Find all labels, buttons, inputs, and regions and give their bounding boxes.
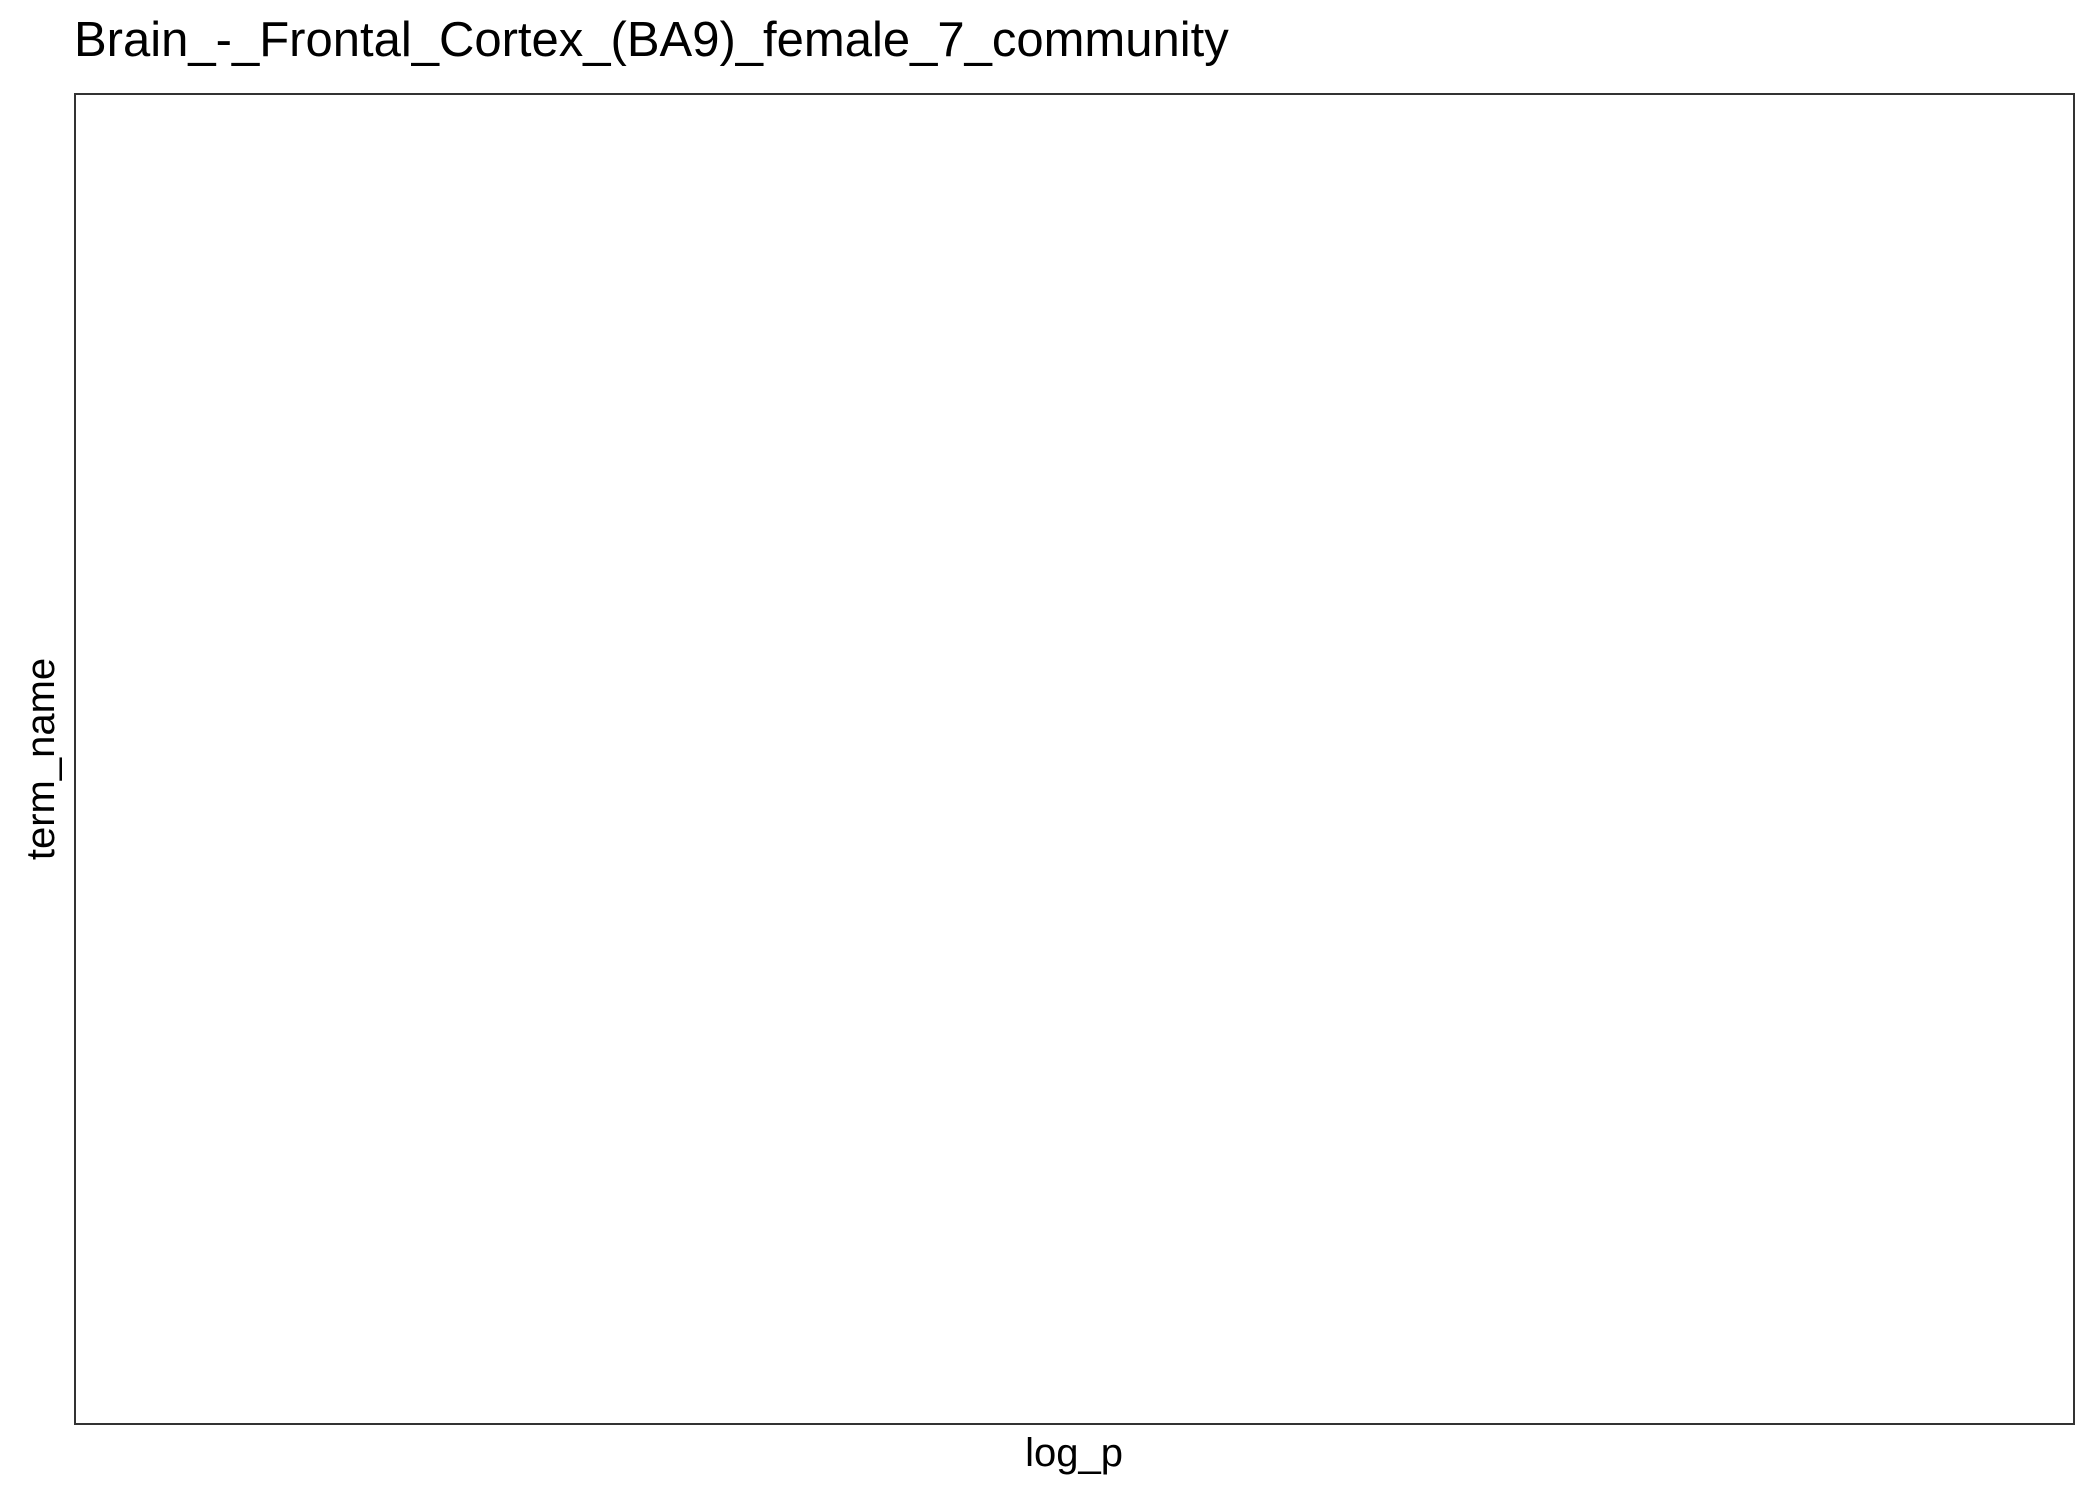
plot-panel [74, 93, 2075, 1425]
y-axis-label: term_name [19, 658, 63, 860]
x-axis-label: log_p [1025, 1431, 1123, 1475]
chart-title: Brain_-_Frontal_Cortex_(BA9)_female_7_co… [74, 13, 1229, 67]
